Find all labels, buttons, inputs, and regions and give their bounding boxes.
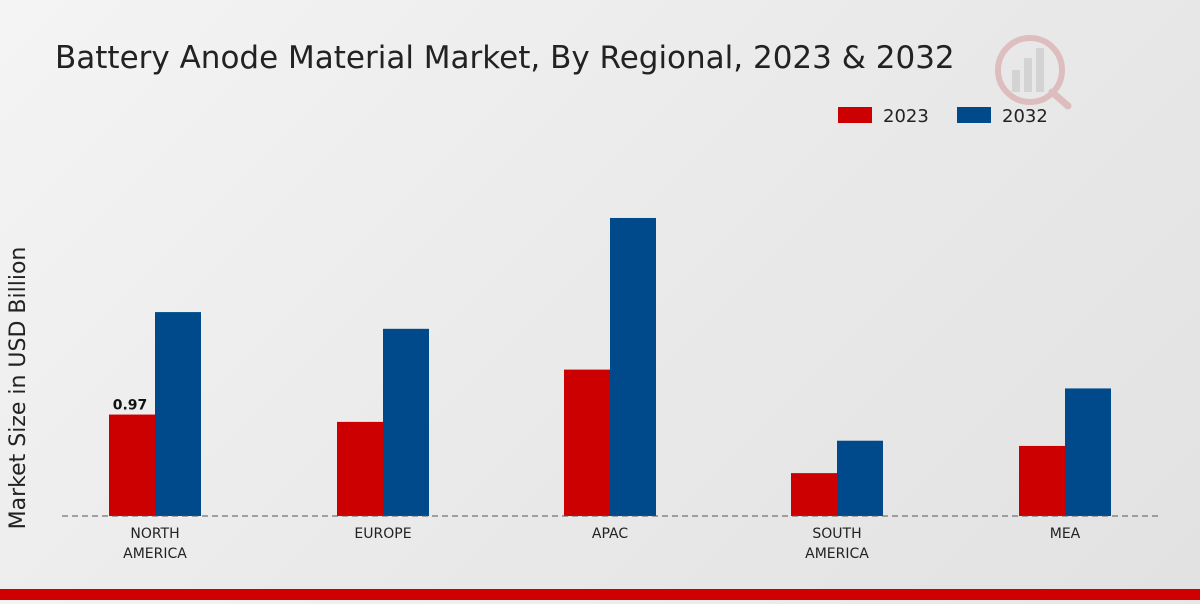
data-labels: 0.97 xyxy=(113,398,148,414)
x-tick-mea: MEA xyxy=(1050,526,1081,542)
bars-layer xyxy=(109,217,1111,516)
bar-mea-2023 xyxy=(1019,445,1065,516)
x-tick-south-america: SOUTH AMERICA xyxy=(805,526,869,562)
bar-europe-2023 xyxy=(337,421,383,516)
legend-label-2032: 2032 xyxy=(1002,106,1048,127)
bar-apac-2023 xyxy=(564,369,610,516)
chart-title: Battery Anode Material Market, By Region… xyxy=(55,40,955,76)
x-tick-north-america: NORTH AMERICA xyxy=(123,526,187,562)
x-tick-labels: NORTH AMERICA EUROPE APAC SOUTH AMERICA MEA xyxy=(123,526,1081,562)
footer-accent-bar xyxy=(0,589,1200,600)
data-label-north-america-2023: 0.97 xyxy=(113,398,148,414)
x-tick-europe: EUROPE xyxy=(354,526,411,542)
legend-swatch-2032 xyxy=(957,107,991,123)
bar-europe-2032 xyxy=(383,328,429,516)
y-axis-label: Market Size in USD Billion xyxy=(6,247,31,530)
brand-logo-icon xyxy=(995,35,1072,110)
bar-south-america-2032 xyxy=(837,440,883,516)
bar-mea-2032 xyxy=(1065,388,1111,516)
bar-south-america-2023 xyxy=(791,473,837,516)
legend-label-2023: 2023 xyxy=(883,106,929,127)
bar-apac-2032 xyxy=(610,217,656,516)
legend-swatch-2023 xyxy=(838,107,872,123)
bar-north-america-2032 xyxy=(155,312,201,516)
legend: 2023 2032 xyxy=(838,106,1048,127)
bar-north-america-2023 xyxy=(109,414,155,516)
x-tick-apac: APAC xyxy=(592,526,628,542)
